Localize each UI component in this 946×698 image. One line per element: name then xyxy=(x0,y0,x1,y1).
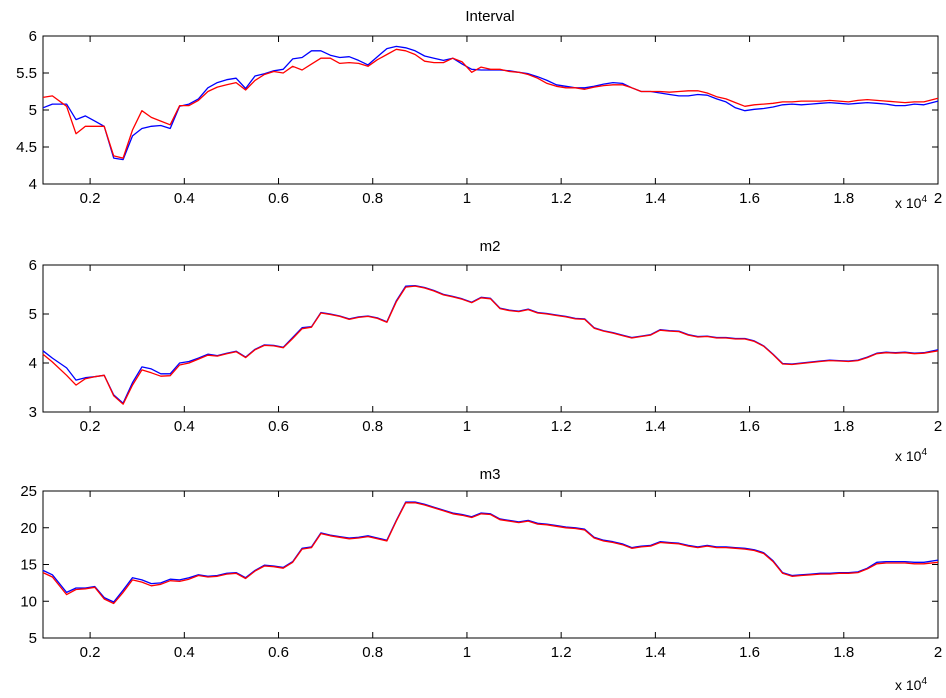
x-multiplier-base: x 10 xyxy=(895,677,922,693)
x-multiplier-base: x 10 xyxy=(895,195,922,211)
x-tick-label: 0.2 xyxy=(80,644,101,661)
x-tick-label: 1.6 xyxy=(739,644,760,661)
y-tick-label: 5 xyxy=(29,630,37,647)
axes-frame xyxy=(42,264,939,413)
x-tick-label: 1.4 xyxy=(645,418,666,435)
axis-ticks: 0.2 0.4 0.6 0.8 1 1.2 1.4 1.6 1.8 244.555.56 xyxy=(16,28,942,207)
x-tick-label: 0.4 xyxy=(174,190,195,207)
y-tick-label: 15 xyxy=(20,557,37,574)
x-tick-label: 1 xyxy=(463,418,471,435)
x-tick-label: 0.8 xyxy=(362,190,383,207)
x-tick-label: 1 xyxy=(463,190,471,207)
x-tick-label: 0.6 xyxy=(268,418,289,435)
subplot-title: Interval xyxy=(465,8,514,25)
x-tick-label: 0.6 xyxy=(268,644,289,661)
x-tick-label: 1.4 xyxy=(645,644,666,661)
axis-ticks: 0.2 0.4 0.6 0.8 1 1.2 1.4 1.6 1.8 2 3 4 5 6 xyxy=(29,257,943,435)
x-tick-label: 1.4 xyxy=(645,190,666,207)
x-multiplier-exponent: 4 xyxy=(921,676,927,687)
series-line-red xyxy=(42,285,939,405)
x-multiplier-label: x 104 xyxy=(895,194,927,211)
series-line-blue xyxy=(42,501,939,603)
subplot-interval: Interval 0.2 0.4 0.6 0.8 1 1.2 1.4 1.6 1.8 244.55… xyxy=(16,8,942,211)
y-tick-label: 5 xyxy=(29,306,37,323)
y-tick-label: 25 xyxy=(20,483,37,500)
x-tick-label: 2 xyxy=(934,644,942,661)
series-lines xyxy=(42,284,939,405)
x-tick-label: 2 xyxy=(934,190,942,207)
x-tick-label: 1.8 xyxy=(833,190,854,207)
series-line-blue xyxy=(42,284,939,404)
x-tick-label: 0.2 xyxy=(80,418,101,435)
x-tick-label: 1.8 xyxy=(833,418,854,435)
x-tick-label: 1.6 xyxy=(739,418,760,435)
x-tick-label: 1.2 xyxy=(551,190,572,207)
series-lines xyxy=(42,45,939,161)
x-tick-label: 0.8 xyxy=(362,644,383,661)
subplot-title: m3 xyxy=(480,466,501,483)
y-tick-label: 6 xyxy=(29,257,37,274)
x-multiplier-label: x 104 xyxy=(895,447,927,464)
axes-frame xyxy=(42,490,939,639)
subplot-title: m2 xyxy=(480,238,501,255)
x-tick-label: 0.4 xyxy=(174,644,195,661)
x-multiplier-exponent: 4 xyxy=(921,194,927,205)
x-tick-label: 1 xyxy=(463,644,471,661)
y-tick-label: 4 xyxy=(29,176,37,193)
series-line-blue xyxy=(42,45,939,161)
x-multiplier-exponent: 4 xyxy=(921,447,927,458)
x-tick-label: 1.8 xyxy=(833,644,854,661)
x-tick-label: 0.4 xyxy=(174,418,195,435)
y-tick-label: 4 xyxy=(29,355,37,372)
y-tick-label: 10 xyxy=(20,593,37,610)
x-tick-label: 1.2 xyxy=(551,418,572,435)
y-tick-label: 5.5 xyxy=(16,65,37,82)
series-lines xyxy=(42,501,939,605)
y-tick-label: 6 xyxy=(29,28,37,45)
x-multiplier-label: x 104 xyxy=(895,676,927,693)
x-tick-label: 1.6 xyxy=(739,190,760,207)
y-tick-label: 4.5 xyxy=(16,139,37,156)
x-tick-label: 0.6 xyxy=(268,190,289,207)
x-tick-label: 0.2 xyxy=(80,190,101,207)
series-line-red xyxy=(42,48,939,159)
y-tick-label: 20 xyxy=(20,520,37,537)
x-tick-label: 1.2 xyxy=(551,644,572,661)
x-tick-label: 0.8 xyxy=(362,418,383,435)
x-multiplier-base: x 10 xyxy=(895,448,922,464)
y-tick-label: 3 xyxy=(29,404,37,421)
y-tick-label: 5 xyxy=(29,102,37,119)
series-line-red xyxy=(42,502,939,605)
x-tick-label: 2 xyxy=(934,418,942,435)
